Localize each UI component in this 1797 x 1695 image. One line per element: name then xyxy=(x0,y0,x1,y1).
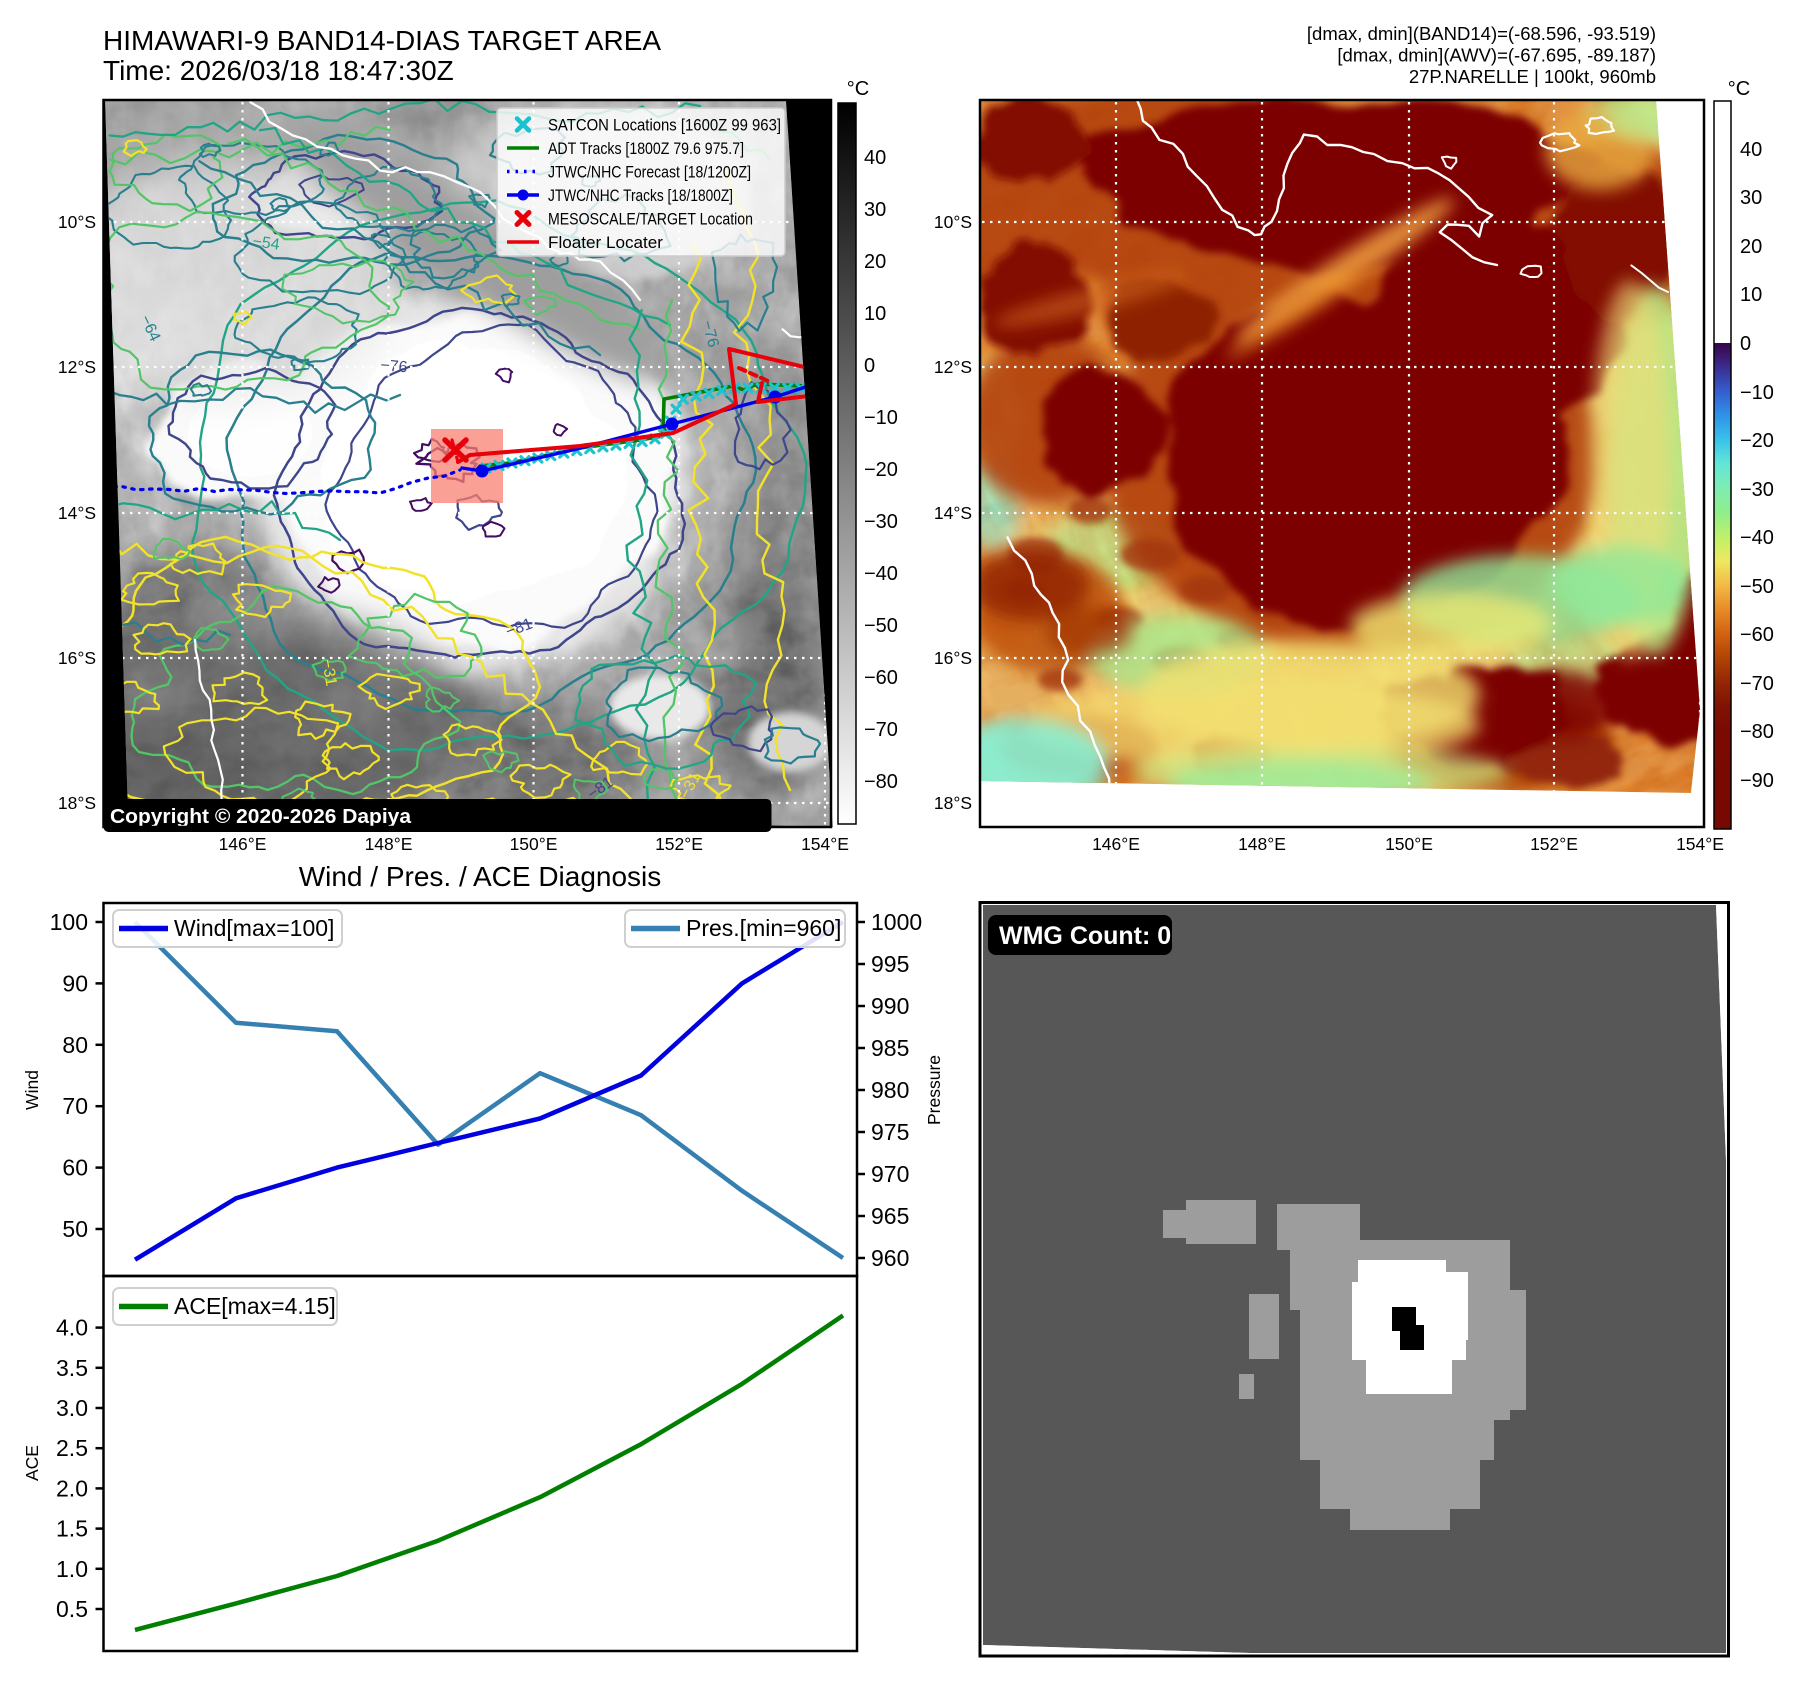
svg-text:1.5: 1.5 xyxy=(56,1516,88,1542)
svg-text:27P.NARELLE | 100kt, 960mb: 27P.NARELLE | 100kt, 960mb xyxy=(1409,66,1656,87)
svg-text:20: 20 xyxy=(864,251,886,273)
svg-text:10: 10 xyxy=(1740,284,1762,306)
svg-text:154°E: 154°E xyxy=(801,834,849,854)
svg-text:0.5: 0.5 xyxy=(56,1596,88,1622)
svg-text:ADT Tracks [1800Z 79.6 975.7]: ADT Tracks [1800Z 79.6 975.7] xyxy=(548,140,744,158)
svg-text:100: 100 xyxy=(50,909,88,935)
svg-text:2.5: 2.5 xyxy=(56,1435,88,1461)
svg-text:960: 960 xyxy=(871,1245,909,1271)
svg-text:90: 90 xyxy=(62,970,88,996)
svg-text:−54: −54 xyxy=(251,233,280,254)
svg-text:2.0: 2.0 xyxy=(56,1475,88,1501)
svg-text:−50: −50 xyxy=(864,615,898,637)
svg-text:12°S: 12°S xyxy=(934,357,972,377)
svg-text:30: 30 xyxy=(1740,187,1762,209)
svg-text:12°S: 12°S xyxy=(58,357,96,377)
svg-text:−80: −80 xyxy=(1740,721,1774,743)
svg-text:HIMAWARI-9 BAND14-DIAS TARGET: HIMAWARI-9 BAND14-DIAS TARGET AREA xyxy=(103,25,661,56)
svg-text:965: 965 xyxy=(871,1203,909,1229)
svg-text:16°S: 16°S xyxy=(934,648,972,668)
svg-text:146°E: 146°E xyxy=(219,834,267,854)
svg-text:40: 40 xyxy=(1740,139,1762,161)
svg-text:−31: −31 xyxy=(318,658,339,688)
svg-text:Pres.[min=960]: Pres.[min=960] xyxy=(686,915,841,941)
svg-text:148°E: 148°E xyxy=(365,834,413,854)
svg-text:[dmax, dmin](BAND14)=(-68.596,: [dmax, dmin](BAND14)=(-68.596, -93.519) xyxy=(1307,23,1656,44)
svg-text:80: 80 xyxy=(62,1032,88,1058)
svg-text:0: 0 xyxy=(1740,333,1751,355)
svg-text:JTWC/NHC Tracks [18/1800Z]: JTWC/NHC Tracks [18/1800Z] xyxy=(548,187,733,205)
svg-text:−40: −40 xyxy=(864,563,898,585)
svg-text:14°S: 14°S xyxy=(934,503,972,523)
svg-text:70: 70 xyxy=(62,1093,88,1119)
svg-text:50: 50 xyxy=(62,1216,88,1242)
svg-text:985: 985 xyxy=(871,1035,909,1061)
svg-text:1.0: 1.0 xyxy=(56,1556,88,1582)
svg-text:4.0: 4.0 xyxy=(56,1315,88,1341)
svg-text:−70: −70 xyxy=(1740,673,1774,695)
svg-text:°C: °C xyxy=(1728,78,1750,100)
svg-text:20: 20 xyxy=(1740,236,1762,258)
svg-text:−90: −90 xyxy=(1740,770,1774,792)
svg-text:ACE[max=4.15]: ACE[max=4.15] xyxy=(174,1293,336,1319)
svg-text:150°E: 150°E xyxy=(510,834,558,854)
svg-text:Floater Locater: Floater Locater xyxy=(548,234,664,252)
svg-text:MESOSCALE/TARGET Location: MESOSCALE/TARGET Location xyxy=(548,211,753,229)
svg-text:[dmax, dmin](AWV)=(-67.695, -8: [dmax, dmin](AWV)=(-67.695, -89.187) xyxy=(1337,45,1656,66)
svg-text:−40: −40 xyxy=(1740,527,1774,549)
svg-text:990: 990 xyxy=(871,993,909,1019)
svg-text:°C: °C xyxy=(847,78,869,100)
svg-text:150°E: 150°E xyxy=(1385,834,1433,854)
svg-text:−76: −76 xyxy=(380,357,409,376)
svg-text:Wind: Wind xyxy=(22,1070,42,1110)
svg-text:Pressure: Pressure xyxy=(924,1055,944,1125)
svg-text:SATCON Locations [1600Z 99 963: SATCON Locations [1600Z 99 963] xyxy=(548,117,781,135)
svg-text:975: 975 xyxy=(871,1119,909,1145)
svg-text:JTWC/NHC Forecast [18/1200Z]: JTWC/NHC Forecast [18/1200Z] xyxy=(548,164,751,182)
svg-text:1000: 1000 xyxy=(871,909,922,935)
svg-text:−70: −70 xyxy=(864,719,898,741)
svg-text:14°S: 14°S xyxy=(58,503,96,523)
svg-text:152°E: 152°E xyxy=(1530,834,1578,854)
svg-text:995: 995 xyxy=(871,951,909,977)
svg-text:10°S: 10°S xyxy=(934,212,972,232)
svg-text:−60: −60 xyxy=(1740,624,1774,646)
svg-text:10°S: 10°S xyxy=(58,212,96,232)
svg-text:−50: −50 xyxy=(1740,576,1774,598)
svg-text:3.5: 3.5 xyxy=(56,1355,88,1381)
svg-text:30: 30 xyxy=(864,199,886,221)
svg-text:−30: −30 xyxy=(864,511,898,533)
svg-text:Wind[max=100]: Wind[max=100] xyxy=(174,915,334,941)
svg-text:−20: −20 xyxy=(864,459,898,481)
svg-text:Wind / Pres. / ACE Diagnosis: Wind / Pres. / ACE Diagnosis xyxy=(299,861,662,892)
svg-text:16°S: 16°S xyxy=(58,648,96,668)
svg-text:Time: 2026/03/18 18:47:30Z: Time: 2026/03/18 18:47:30Z xyxy=(103,55,454,86)
svg-text:−20: −20 xyxy=(1740,430,1774,452)
svg-text:0: 0 xyxy=(864,355,875,377)
svg-text:ACE: ACE xyxy=(22,1445,42,1481)
svg-text:154°E: 154°E xyxy=(1676,834,1724,854)
svg-text:10: 10 xyxy=(864,303,886,325)
svg-text:−10: −10 xyxy=(1740,382,1774,404)
svg-text:146°E: 146°E xyxy=(1092,834,1140,854)
svg-text:−76: −76 xyxy=(698,319,721,350)
svg-text:−30: −30 xyxy=(1740,479,1774,501)
svg-text:970: 970 xyxy=(871,1161,909,1187)
svg-text:18°S: 18°S xyxy=(58,793,96,813)
svg-text:−60: −60 xyxy=(864,667,898,689)
svg-text:152°E: 152°E xyxy=(655,834,703,854)
svg-text:40: 40 xyxy=(864,147,886,169)
svg-text:−10: −10 xyxy=(864,407,898,429)
svg-text:−80: −80 xyxy=(864,771,898,793)
svg-text:WMG Count: 0: WMG Count: 0 xyxy=(999,922,1171,950)
svg-text:Copyright © 2020-2026 Dapiya: Copyright © 2020-2026 Dapiya xyxy=(110,805,412,828)
svg-text:18°S: 18°S xyxy=(934,793,972,813)
svg-text:148°E: 148°E xyxy=(1238,834,1286,854)
svg-text:60: 60 xyxy=(62,1155,88,1181)
svg-text:980: 980 xyxy=(871,1077,909,1103)
svg-text:3.0: 3.0 xyxy=(56,1395,88,1421)
